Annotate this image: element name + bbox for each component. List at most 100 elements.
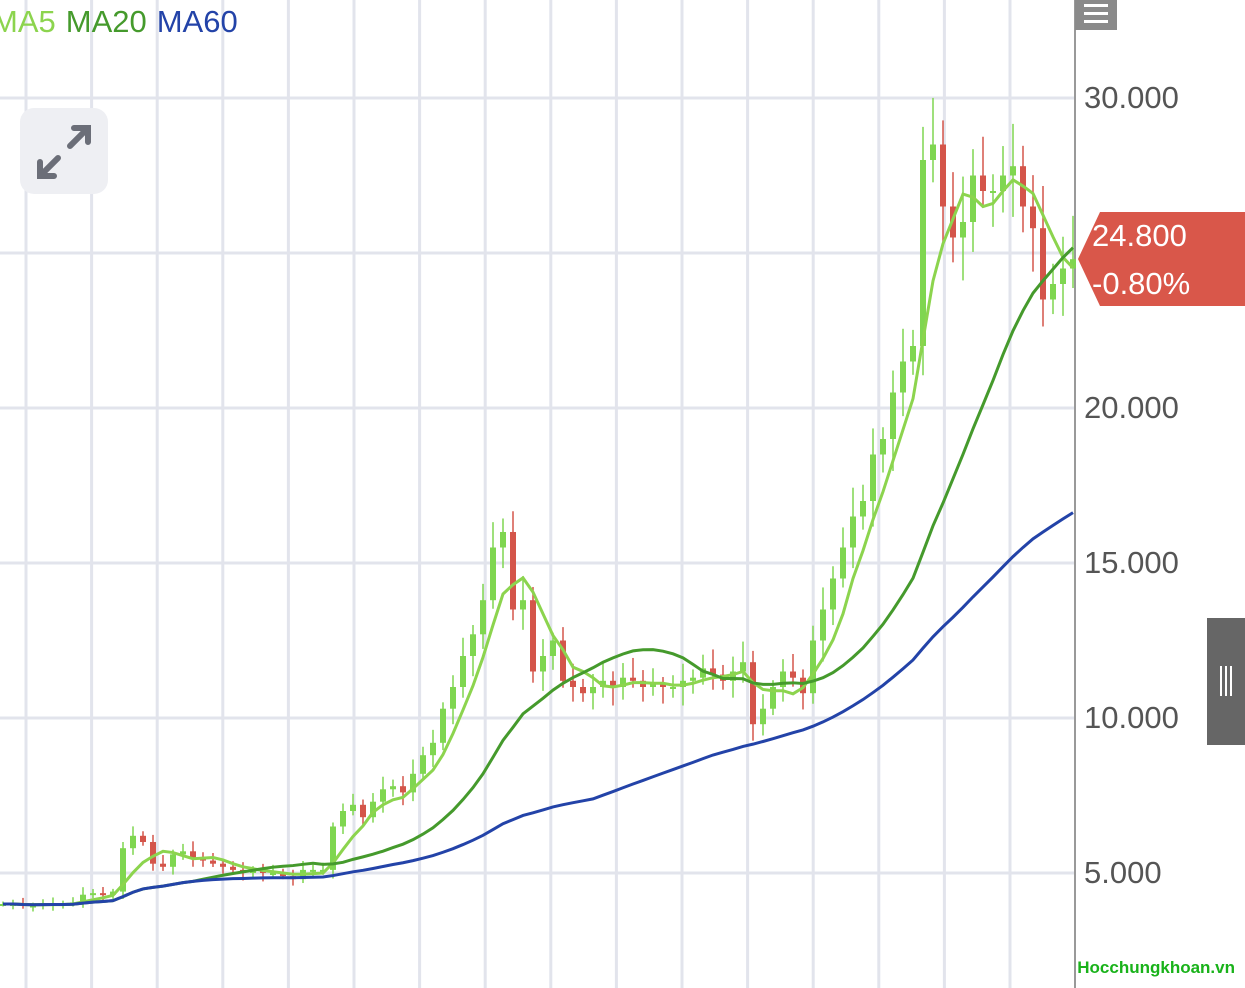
candle-body — [700, 668, 706, 678]
candle-body — [880, 439, 886, 455]
candle-body — [470, 634, 476, 656]
candle-body — [690, 677, 696, 681]
y-tick-label: 10.000 — [1084, 700, 1179, 735]
candle-body — [1050, 284, 1056, 300]
candle-body — [580, 687, 586, 694]
candle-body — [740, 662, 746, 672]
candle-body — [270, 873, 276, 875]
watermark: Hocchungkhoan.vn — [1077, 958, 1235, 977]
candle-body — [230, 866, 236, 870]
candle-body — [780, 671, 786, 687]
candle-body — [840, 547, 846, 579]
candle-body — [520, 600, 526, 610]
candle-body — [650, 683, 656, 687]
candle-body — [330, 826, 336, 870]
candle-body — [910, 346, 916, 362]
candle-body — [360, 804, 366, 818]
candle-body — [380, 789, 386, 802]
candle-body — [670, 687, 676, 689]
y-tick-label: 20.000 — [1084, 390, 1179, 425]
candle-body — [90, 893, 96, 896]
candle-body — [1000, 175, 1006, 191]
candle-body — [980, 175, 986, 191]
candle-body — [660, 683, 666, 687]
candle-body — [710, 668, 716, 675]
last-price-tag: 24.800 -0.80% — [1078, 212, 1245, 306]
candle-body — [940, 144, 946, 207]
legend-ma20: MA20 — [65, 4, 147, 39]
ma-legend: MA5 MA20 MA60 — [0, 4, 248, 40]
candle-body — [560, 640, 566, 681]
candle-body — [790, 671, 796, 678]
candle-body — [220, 863, 226, 867]
candle-body — [750, 662, 756, 725]
candle-body — [1070, 259, 1076, 269]
ma-line-ma60 — [3, 511, 1074, 907]
candle-body — [80, 894, 86, 903]
candle-body — [510, 532, 516, 610]
candle-body — [900, 361, 906, 393]
candle-body — [630, 677, 636, 681]
candle-body — [610, 680, 616, 687]
candle-body — [180, 851, 186, 855]
scroll-handle[interactable] — [1207, 618, 1245, 745]
y-tick-label: 30.000 — [1084, 80, 1179, 115]
candle-body — [730, 671, 736, 681]
candle-body — [210, 860, 216, 864]
candle-body — [130, 835, 136, 849]
candle-body — [150, 842, 156, 864]
candle-body — [890, 392, 896, 439]
candle-body — [340, 811, 346, 827]
legend-ma60: MA60 — [156, 4, 238, 39]
candle-body — [400, 786, 406, 793]
ma-line-ma5 — [3, 177, 1075, 907]
candle-body — [590, 687, 596, 694]
price-tag-shape — [1078, 212, 1245, 306]
last-price: 24.800 — [1092, 218, 1187, 253]
candle-body — [920, 160, 926, 346]
candle-body — [1060, 268, 1066, 284]
fullscreen-button[interactable] — [20, 108, 108, 194]
candle-body — [620, 677, 626, 687]
candle-body — [990, 191, 996, 193]
candle-body — [100, 893, 106, 896]
legend-ma5: MA5 — [0, 4, 56, 39]
candle-body — [440, 708, 446, 743]
candle-body — [30, 905, 36, 908]
menu-button[interactable] — [1075, 0, 1117, 30]
candle-body — [860, 501, 866, 517]
candle-body — [190, 851, 196, 858]
candle-body — [850, 516, 856, 548]
candle-body — [170, 854, 176, 867]
candle-body — [830, 578, 836, 610]
candle-body — [930, 144, 936, 160]
last-change: -0.80% — [1092, 266, 1191, 301]
candle-body — [1040, 228, 1046, 300]
candle-body — [500, 532, 506, 548]
y-tick-label: 5.000 — [1084, 855, 1162, 890]
candle-body — [760, 708, 766, 725]
candle-body — [370, 801, 376, 818]
candle-body — [960, 222, 966, 238]
candle-body — [770, 687, 776, 709]
y-tick-label: 15.000 — [1084, 545, 1179, 580]
candle-body — [1010, 166, 1016, 176]
candle-body — [280, 873, 286, 877]
candle-body — [160, 863, 166, 867]
candle-body — [870, 454, 876, 501]
candle-body — [140, 835, 146, 842]
expand-arrows-icon — [37, 125, 91, 179]
candle-body — [420, 755, 426, 774]
candle-body — [120, 848, 126, 892]
candle-body — [1030, 206, 1036, 229]
candle-body — [410, 773, 416, 793]
candle-body — [460, 656, 466, 687]
candle-body — [540, 656, 546, 672]
candle-body — [390, 786, 396, 790]
candle-body — [570, 680, 576, 687]
candle-body — [430, 742, 436, 756]
candle-body — [310, 869, 316, 872]
candle-body — [810, 640, 816, 694]
candle-body — [450, 687, 456, 709]
